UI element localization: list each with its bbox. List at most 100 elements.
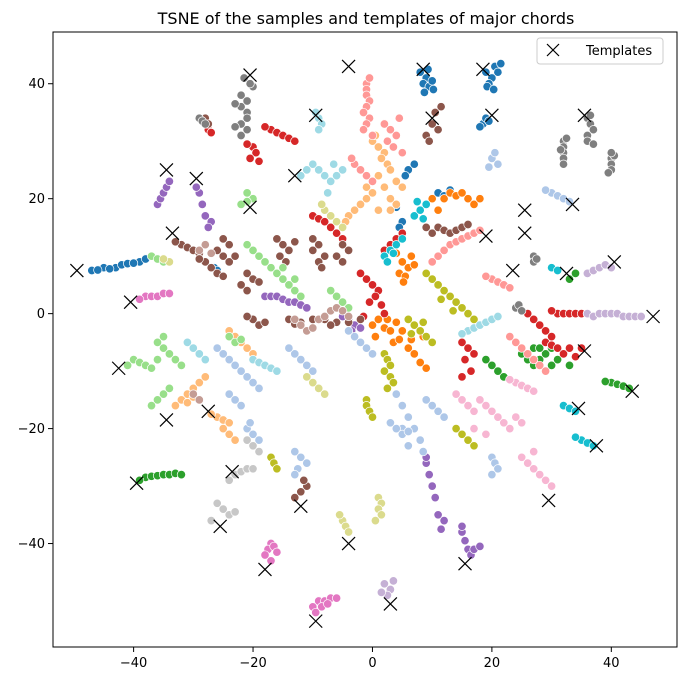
sample-point (364, 297, 375, 307)
sample-point (361, 274, 372, 284)
template-marker (577, 108, 592, 123)
sample-point (457, 521, 467, 531)
sample-point (511, 412, 521, 422)
sample-point (517, 452, 527, 462)
sample-point (553, 265, 563, 276)
sample-point (323, 188, 333, 198)
sample-point (170, 355, 180, 365)
sample-point (203, 222, 213, 232)
sample-point (385, 125, 395, 135)
sample-point (191, 182, 201, 192)
sample-point (278, 274, 288, 284)
sample-point (272, 234, 282, 244)
sample-point (230, 99, 240, 109)
sample-point (367, 188, 378, 198)
sample-point (152, 395, 163, 405)
sample-point (427, 401, 437, 411)
sample-point (376, 153, 386, 163)
sample-point (421, 222, 431, 232)
sample-point (493, 311, 503, 322)
sample-point (218, 271, 228, 281)
sample-point (433, 251, 443, 261)
sample-point (603, 168, 613, 178)
sample-point (379, 119, 389, 129)
sample-point (236, 130, 246, 141)
sample-point (547, 481, 557, 491)
sample-point (344, 326, 354, 336)
sample-point (224, 429, 234, 439)
sample-point (493, 159, 503, 169)
sample-point (529, 314, 539, 324)
sample-point (254, 277, 264, 287)
sample-point (398, 277, 409, 287)
sample-point (481, 429, 491, 439)
sample-point (242, 113, 252, 123)
sample-point (588, 125, 598, 135)
sample-point (541, 475, 551, 485)
template-marker (425, 111, 440, 126)
template-marker (541, 493, 556, 508)
sample-point (308, 159, 318, 169)
template-marker (213, 519, 228, 534)
sample-point (248, 464, 258, 474)
sample-point (469, 441, 479, 451)
sample-point (382, 136, 392, 146)
sample-point (439, 194, 449, 204)
sample-point (212, 498, 222, 508)
sample-point (230, 435, 240, 445)
sample-point (385, 360, 395, 370)
sample-point (489, 84, 499, 95)
sample-point (475, 395, 485, 405)
sample-point (505, 283, 515, 293)
sample-point (427, 257, 437, 267)
sample-point (493, 67, 503, 77)
sample-point (391, 317, 401, 327)
sample-point (487, 470, 497, 480)
sample-point (373, 171, 383, 181)
sample-point (296, 355, 306, 365)
template-marker (165, 226, 180, 241)
sample-point (439, 412, 449, 422)
sample-point (188, 389, 198, 399)
sample-point (419, 87, 429, 97)
y-tick-label: −20 (18, 422, 45, 437)
sample-point (290, 314, 300, 324)
sample-point (242, 343, 252, 353)
sample-point (469, 406, 479, 416)
sample-point (463, 309, 473, 319)
sample-point (415, 326, 425, 336)
sample-point (409, 260, 419, 270)
sample-point (361, 182, 372, 192)
sample-point (332, 593, 342, 603)
sample-point (385, 194, 395, 204)
y-tick-label: 0 (37, 307, 45, 322)
sample-point (254, 435, 264, 445)
sample-point (481, 401, 491, 411)
sample-point (415, 357, 425, 368)
sample-point (206, 263, 216, 273)
sample-point (436, 294, 446, 304)
sample-point (290, 274, 300, 284)
template-marker (129, 476, 144, 491)
x-axis: −40 −20 0 20 40 (120, 647, 620, 671)
sample-point (290, 286, 300, 296)
sample-point (564, 360, 575, 370)
sample-point (585, 110, 595, 120)
sample-point (493, 464, 503, 474)
template-marker (565, 197, 580, 212)
sample-point (415, 205, 425, 215)
y-axis: −40 −20 0 20 40 (18, 77, 53, 552)
template-marker (341, 536, 356, 551)
sample-point (379, 309, 389, 319)
sample-point (296, 320, 306, 330)
sample-point (418, 317, 428, 327)
sample-point (248, 378, 258, 388)
sample-point (206, 128, 216, 138)
template-marker (476, 62, 490, 77)
sample-point (164, 176, 174, 186)
sample-point (326, 286, 336, 296)
template-marker (308, 614, 323, 629)
sample-point (427, 337, 437, 347)
sample-point (332, 291, 342, 301)
sample-point (314, 165, 324, 175)
